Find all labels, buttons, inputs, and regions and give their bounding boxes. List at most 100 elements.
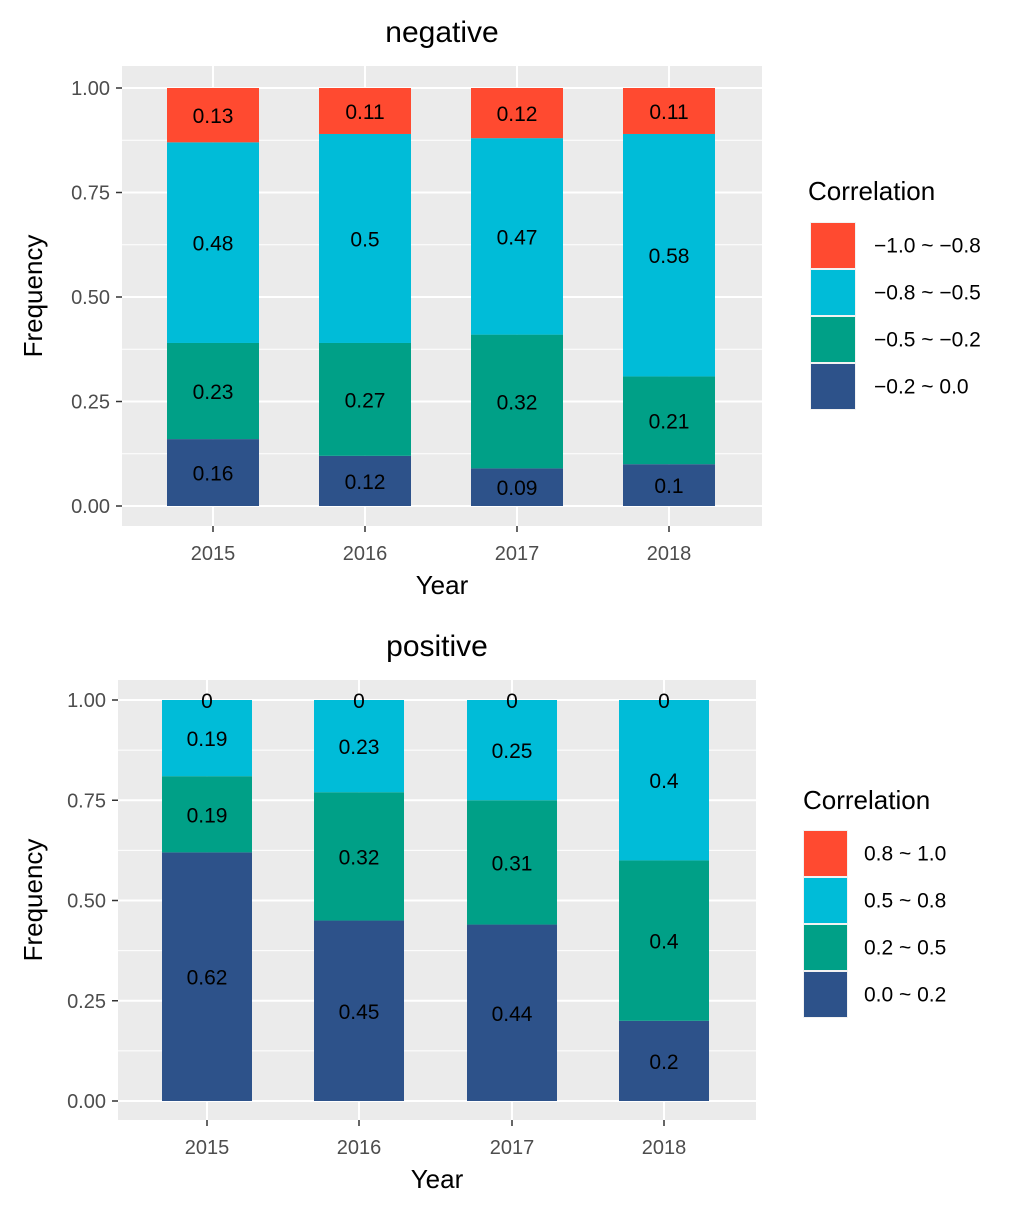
chart0-bar-segment <box>471 88 563 139</box>
chart0-bar-segment <box>319 342 411 456</box>
chart0-y-tick-label: 0.25 <box>71 392 110 414</box>
chart1-bar-value-label: 0 <box>658 690 670 713</box>
chart1-bar-segment <box>314 792 404 921</box>
chart0-bar-segment <box>319 88 411 134</box>
chart1-legend-key <box>804 831 847 876</box>
chart0-x-tick-label: 2016 <box>343 543 388 565</box>
chart0-bar-value-label: 0.16 <box>193 463 234 486</box>
chart0-x-tick-label: 2015 <box>191 543 236 565</box>
chart0-y-axis-title: Frequency <box>18 235 48 358</box>
chart1-bar-value-label: 0.32 <box>339 846 380 869</box>
chart0-bar-segment <box>167 342 259 440</box>
chart1-y-tick-label: 1.00 <box>67 690 106 712</box>
chart1-bar-value-label: 0.19 <box>187 804 228 827</box>
chart0-bar-segment <box>623 133 715 377</box>
chart0-chart-title: negative <box>385 16 498 49</box>
chart1-x-tick-label: 2017 <box>490 1137 535 1159</box>
chart1-bar-value-label: 0.19 <box>187 728 228 751</box>
chart0-bar-segment <box>623 88 715 134</box>
chart1-legend-label: 0.8 ~ 1.0 <box>864 843 946 866</box>
chart0-y-tick-label: 1.00 <box>71 78 110 100</box>
chart1-bar-segment <box>162 700 252 777</box>
chart1-x-axis-title: Year <box>411 1164 464 1194</box>
chart1-x-tick-label: 2018 <box>642 1137 687 1159</box>
chart1-y-tick-label: 0.50 <box>67 891 106 913</box>
chart1-bar-value-label: 0.4 <box>649 931 679 954</box>
chart0-legend-title: Correlation <box>808 176 935 206</box>
chart0-legend-label: −1.0 ~ −0.8 <box>874 235 981 258</box>
chart0-bar-value-label: 0.47 <box>497 226 538 249</box>
chart1-y-axis-title: Frequency <box>18 839 48 962</box>
chart0-bar-value-label: 0.5 <box>350 228 379 251</box>
chart1-bar-segment <box>467 700 557 801</box>
chart1-bar-segment <box>619 1020 709 1101</box>
chart1-bar-segment <box>467 924 557 1101</box>
chart0-bar-segment <box>471 468 563 506</box>
chart0-bar-segment <box>623 376 715 465</box>
chart0-bar-segment <box>623 464 715 506</box>
chart1-bar-value-label: 0 <box>201 690 213 713</box>
chart0-bar-value-label: 0.48 <box>193 233 234 256</box>
chart0-bar-value-label: 0.09 <box>497 477 538 500</box>
chart1-legend-key <box>804 972 847 1017</box>
chart0-legend-label: −0.8 ~ −0.5 <box>874 282 981 305</box>
chart0-bar-value-label: 0.13 <box>193 105 234 128</box>
chart0-y-tick-label: 0.75 <box>71 183 110 205</box>
chart1-bar-segment <box>619 860 709 1021</box>
chart0-x-tick-label: 2017 <box>495 543 540 565</box>
chart1-y-tick-label: 0.00 <box>67 1091 106 1113</box>
chart1-legend-label: 0.5 ~ 0.8 <box>864 890 946 913</box>
chart1-bar-segment <box>162 776 252 853</box>
chart1-bar-value-label: 0.4 <box>649 770 679 793</box>
chart1-bar-value-label: 0 <box>353 690 365 713</box>
chart1-bar-segment <box>314 920 404 1101</box>
chart0-x-tick-label: 2018 <box>647 543 692 565</box>
chart0-bar-segment <box>471 138 563 335</box>
chart0-legend-key <box>811 270 855 315</box>
chart1-bar-value-label: 0.23 <box>339 736 380 759</box>
chart1-y-tick-label: 0.75 <box>67 790 106 812</box>
chart0-x-axis-title: Year <box>416 570 469 600</box>
chart1-bar-segment <box>314 700 404 793</box>
chart1-bar-value-label: 0.2 <box>649 1051 678 1074</box>
chart0-bar-value-label: 0.32 <box>497 392 538 415</box>
chart1-x-tick-label: 2015 <box>185 1137 230 1159</box>
chart0-legend-key <box>811 364 855 409</box>
chart0-bar-value-label: 0.12 <box>345 471 386 494</box>
chart1-legend-key <box>804 878 847 923</box>
chart0-bar-value-label: 0.12 <box>497 103 538 126</box>
chart0-bar-segment <box>167 88 259 143</box>
chart1-legend-title: Correlation <box>803 785 930 815</box>
chart1-bar-value-label: 0.62 <box>187 967 228 990</box>
chart1-x-tick-label: 2016 <box>337 1137 382 1159</box>
chart0-y-tick-label: 0.00 <box>71 496 110 518</box>
chart0-bar-segment <box>319 455 411 506</box>
chart0-legend-key <box>811 317 855 362</box>
chart0-bar-segment <box>167 142 259 343</box>
chart1-bar-value-label: 0.44 <box>492 1003 533 1026</box>
chart0-bar-value-label: 0.27 <box>345 389 386 412</box>
chart0-y-tick-label: 0.50 <box>71 287 110 309</box>
chart1-bar-value-label: 0 <box>506 690 518 713</box>
chart0-bar-value-label: 0.58 <box>649 245 690 268</box>
chart1-legend-key <box>804 925 847 970</box>
chart0-bar-value-label: 0.11 <box>649 101 688 124</box>
chart1-bar-value-label: 0.25 <box>492 740 533 763</box>
chart1-bar-segment <box>467 800 557 925</box>
chart1-bar-segment <box>619 700 709 861</box>
chart0-legend-label: −0.5 ~ −0.2 <box>874 329 981 352</box>
chart0-bar-segment <box>167 439 259 506</box>
chart0-bar-value-label: 0.11 <box>345 101 384 124</box>
chart1-y-tick-label: 0.25 <box>67 991 106 1013</box>
chart0-legend-key <box>811 223 855 268</box>
chart0-bar-value-label: 0.1 <box>654 475 683 498</box>
chart1-legend-label: 0.2 ~ 0.5 <box>864 937 946 960</box>
chart1-bar-segment <box>162 852 252 1101</box>
chart1-legend-label: 0.0 ~ 0.2 <box>864 984 946 1007</box>
chart0-bar-value-label: 0.21 <box>649 410 690 433</box>
chart0-legend-label: −0.2 ~ 0.0 <box>874 376 969 399</box>
chart0-bar-segment <box>319 133 411 343</box>
chart0-bar-value-label: 0.23 <box>193 381 234 404</box>
chart1-bar-value-label: 0.31 <box>492 852 533 875</box>
